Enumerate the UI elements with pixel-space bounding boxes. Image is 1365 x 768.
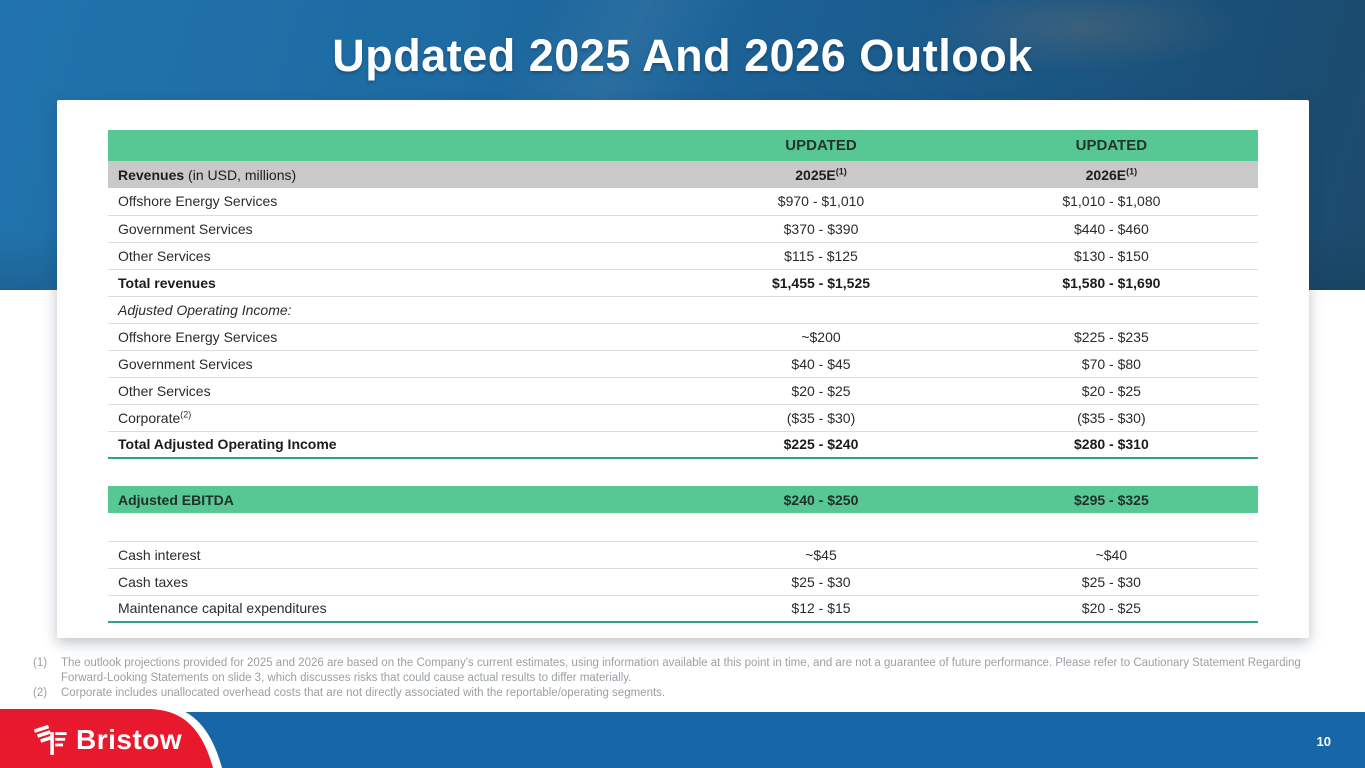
year-2025-footnote-ref: (1)	[835, 165, 847, 176]
table-header-updated-row: UPDATED UPDATED	[108, 130, 1258, 161]
table-row: Government Services $370 - $390 $440 - $46…	[108, 215, 1258, 243]
table-header-year-row: Revenues (in USD, millions) 2025E(1) 202…	[108, 161, 1258, 188]
table-row: Cash interest ~$45 ~$40	[108, 541, 1258, 569]
row-value-2026: $20 - $25	[964, 595, 1258, 623]
footnote-1-text: The outlook projections provided for 202…	[61, 657, 1301, 684]
page-title: Updated 2025 And 2026 Outlook	[332, 30, 1033, 81]
table-row: Total Adjusted Operating Income $225 - $2…	[108, 431, 1258, 459]
outlook-table-card: UPDATED UPDATED Revenues (in USD, millio…	[57, 100, 1309, 638]
row-value-2026: ($35 - $30)	[964, 404, 1258, 432]
row-value-2026	[965, 458, 1258, 486]
row-value-2025: $25 - $30	[677, 568, 965, 596]
row-value-2026: $1,010 - $1,080	[964, 188, 1258, 216]
page-number: 10	[1316, 734, 1331, 749]
footnote-1-number: (1)	[33, 657, 48, 669]
row-label: Maintenance capital expenditures	[108, 595, 678, 623]
year-2026-label: 2026E	[1085, 166, 1127, 183]
row-value-2026: ~$40	[964, 541, 1258, 569]
year-2026-footnote-ref: (1)	[1126, 165, 1138, 176]
outlook-table-body: Offshore Energy Services $970 - $1,010 $1,…	[108, 188, 1258, 623]
row-value-2026	[964, 513, 1258, 542]
table-row: Other Services $115 - $125 $130 - $150	[108, 242, 1258, 270]
row-value-2025	[677, 296, 965, 324]
row-value-2025: $970 - $1,010	[677, 188, 965, 216]
table-row: Maintenance capital expenditures $12 - $1…	[108, 595, 1258, 623]
row-value-2025: $370 - $390	[677, 215, 965, 243]
brand-name: Bristow	[76, 724, 183, 755]
row-label: Cash interest	[108, 541, 678, 569]
row-label	[108, 513, 678, 542]
row-value-2025: $20 - $25	[677, 377, 965, 405]
row-value-2026	[964, 296, 1258, 324]
bristow-logo-icon	[34, 724, 67, 755]
row-footnote-ref: (2)	[180, 408, 192, 419]
header-updated-2026: UPDATED	[964, 130, 1258, 161]
row-label: Government Services	[108, 350, 678, 378]
footnote-2: (2) Corporate includes unallocated overh…	[33, 686, 1328, 701]
row-label	[108, 458, 677, 486]
row-value-2025: ($35 - $30)	[677, 404, 965, 432]
row-label: Total Adjusted Operating Income	[108, 431, 678, 459]
row-value-2026: $280 - $310	[964, 431, 1258, 459]
table-row	[108, 458, 1258, 486]
row-label: Offshore Energy Services	[108, 188, 678, 216]
row-value-2025: $1,455 - $1,525	[677, 269, 965, 297]
row-value-2026: $25 - $30	[964, 568, 1258, 596]
row-value-2025: $115 - $125	[677, 242, 965, 270]
year-2026-cell: 2026E(1)	[964, 161, 1258, 188]
row-value-2025: $12 - $15	[677, 595, 965, 623]
bristow-logo: Bristow	[34, 723, 182, 757]
revenues-unit: (in USD, millions)	[184, 166, 297, 183]
table-row: Offshore Energy Services $970 - $1,010 $1,…	[108, 188, 1258, 216]
outlook-table-wrap: UPDATED UPDATED Revenues (in USD, millio…	[108, 130, 1258, 623]
footnote-2-number: (2)	[33, 687, 48, 699]
row-value-2025: ~$45	[677, 541, 965, 569]
row-value-2026: $1,580 - $1,690	[964, 269, 1258, 297]
table-row: Government Services $40 - $45 $70 - $80	[108, 350, 1258, 378]
footnotes: (1) The outlook projections provided for…	[33, 656, 1328, 701]
row-label: Other Services	[108, 242, 678, 270]
table-row: Cash taxes $25 - $30 $25 - $30	[108, 568, 1258, 596]
row-label: Total revenues	[108, 269, 678, 297]
row-label: Government Services	[108, 215, 678, 243]
row-value-2025	[677, 458, 965, 486]
table-row: Adjusted EBITDA $240 - $250 $295 - $325	[108, 486, 1258, 513]
year-2025-label: 2025E	[795, 166, 836, 183]
row-value-2026: $20 - $25	[964, 377, 1258, 405]
helicopter-photo-hint	[922, 0, 1243, 72]
table-row: Other Services $20 - $25 $20 - $25	[108, 377, 1258, 405]
row-value-2026: $440 - $460	[964, 215, 1258, 243]
row-label: Offshore Energy Services	[108, 323, 678, 351]
outlook-table: UPDATED UPDATED Revenues (in USD, millio…	[108, 130, 1258, 623]
row-value-2026: $225 - $235	[964, 323, 1258, 351]
row-value-2026: $130 - $150	[964, 242, 1258, 270]
row-value-2025: $225 - $240	[677, 431, 965, 459]
row-label: Adjusted Operating Income:	[108, 296, 678, 324]
row-value-2025: $240 - $250	[677, 486, 965, 513]
table-row: Offshore Energy Services ~$200 $225 - $235	[108, 323, 1258, 351]
footer-bar	[0, 712, 1365, 768]
row-label: Other Services	[108, 377, 678, 405]
footnote-2-text: Corporate includes unallocated overhead …	[61, 687, 666, 699]
footnote-1: (1) The outlook projections provided for…	[33, 656, 1328, 686]
header-updated-2025: UPDATED	[677, 130, 965, 161]
row-value-2025: $40 - $45	[677, 350, 965, 378]
row-label: Corporate(2)	[108, 404, 678, 432]
header-blank-cell	[108, 130, 678, 161]
revenues-header-cell: Revenues (in USD, millions)	[108, 161, 678, 188]
table-row: Corporate(2) ($35 - $30) ($35 - $30)	[108, 404, 1258, 432]
row-value-2026: $70 - $80	[964, 350, 1258, 378]
table-row: Total revenues $1,455 - $1,525 $1,580 - $1…	[108, 269, 1258, 297]
row-value-2026: $295 - $325	[964, 486, 1258, 513]
table-row	[108, 513, 1258, 542]
row-value-2025	[677, 513, 965, 542]
row-value-2025: ~$200	[677, 323, 965, 351]
row-label: Adjusted EBITDA	[108, 486, 678, 513]
table-row: Adjusted Operating Income:	[108, 296, 1258, 324]
row-label: Cash taxes	[108, 568, 678, 596]
year-2025-cell: 2025E(1)	[677, 161, 965, 188]
revenues-label: Revenues	[118, 166, 185, 183]
